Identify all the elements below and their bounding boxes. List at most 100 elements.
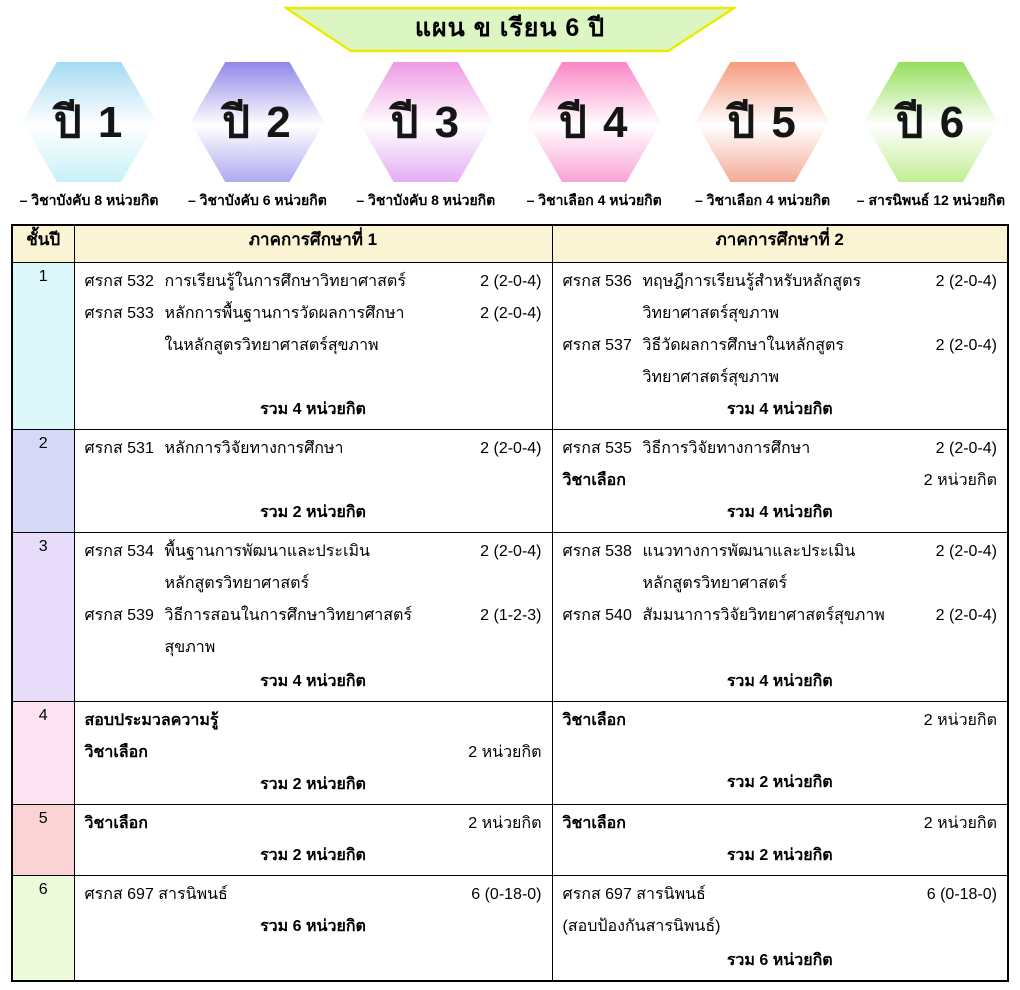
course-credit: 2 (2-0-4) xyxy=(480,439,542,457)
course-title: วิทยาศาสตร์สุขภาพ xyxy=(642,368,780,386)
semester-cell: ศรกส 535 วิธีการวิจัยทางการศึกษา 2 (2-0-4)… xyxy=(551,428,1009,533)
course-title: หลักการพื้นฐานการวัดผลการศึกษา xyxy=(164,304,405,322)
course-code: ศรกส 536 xyxy=(562,272,632,290)
course-line: วิชาเลือก 2 หน่วยกิต xyxy=(563,808,998,840)
course-code xyxy=(85,330,165,362)
year-caption: – วิชาบังคับ 8 หน่วยกิต xyxy=(19,192,159,208)
semester-cell: วิชาเลือก 2 หน่วยกิตรวม 2 หน่วยกิต xyxy=(73,803,553,876)
course-title: สัมมนาการวิจัยวิทยาศาสตร์สุขภาพ xyxy=(642,606,885,624)
semester-cell: ศรกส 697 สารนิพนธ์ 6 (0-18-0) รวม 6 หน่วยก… xyxy=(73,874,553,981)
semester-cell: ศรกส 532 การเรียนรู้ในการศึกษาวิทยาศาสตร์… xyxy=(73,261,553,430)
semester-lines: ศรกส 531 หลักการวิจัยทางการศึกษา 2 (2-0-4)… xyxy=(85,433,542,529)
year-hexagon-label: ปี 1 xyxy=(53,98,125,147)
course-code xyxy=(563,298,643,330)
course-title: หลักสูตรวิทยาศาสตร์ xyxy=(642,574,788,592)
year-caption: – วิชาเลือก 4 หน่วยกิต xyxy=(694,192,831,208)
semester-lines: ศรกส 534 พื้นฐานการพัฒนาและประเมิน 2 (2-0-… xyxy=(85,536,542,698)
course-line: ศรกส 536 ทฤษฎีการเรียนรู้สำหรับหลักสูตร 2 … xyxy=(563,266,998,298)
year-column: ปี 3 – วิชาบังคับ 8 หน่วยกิต xyxy=(343,62,509,212)
year-hexagon-label: ปี 2 xyxy=(222,98,293,147)
course-credit: 2 หน่วยกิต xyxy=(468,814,542,832)
course-credit: 2 (2-0-4) xyxy=(480,542,542,560)
course-line: ในหลักสูตรวิทยาศาสตร์สุขภาพ xyxy=(85,330,542,362)
course-line: วิชาเลือก 2 หน่วยกิต xyxy=(563,465,998,497)
semester-cell: วิชาเลือก 2 หน่วยกิต รวม 2 หน่วยกิต xyxy=(551,700,1009,805)
course-code: ศรกส 538 xyxy=(562,542,632,560)
year-number-cell: 4 xyxy=(11,700,75,805)
course-credit: 2 หน่วยกิต xyxy=(923,814,997,832)
course-credit: 2 (2-0-4) xyxy=(480,304,542,322)
course-title: ศรกส 697 สารนิพนธ์ xyxy=(562,885,706,903)
semester-lines: วิชาเลือก 2 หน่วยกิต รวม 2 หน่วยกิต xyxy=(563,705,998,799)
course-line: ศรกส 534 พื้นฐานการพัฒนาและประเมิน 2 (2-0-… xyxy=(85,536,542,568)
course-line: ศรกส 697 สารนิพนธ์ 6 (0-18-0) xyxy=(563,879,998,911)
semester-lines: สอบประมวลความรู้วิชาเลือก 2 หน่วยกิตรวม 2… xyxy=(85,705,542,801)
course-line: วิชาเลือก 2 หน่วยกิต xyxy=(85,737,542,769)
course-title: ในหลักสูตรวิทยาศาสตร์สุขภาพ xyxy=(164,336,379,354)
course-code: ศรกส 534 xyxy=(84,542,154,560)
course-title: หลักสูตรวิทยาศาสตร์ xyxy=(164,574,310,592)
course-code: ศรกส 533 xyxy=(84,304,154,322)
year-column: ปี 5 – วิชาเลือก 4 หน่วยกิต xyxy=(680,62,846,212)
total-credits-line: รวม 2 หน่วยกิต xyxy=(260,775,366,793)
course-title: สอบประมวลความรู้ xyxy=(84,711,219,729)
course-title: วิชาเลือก xyxy=(562,711,626,729)
table-row: 1 ศรกส 532 การเรียนรู้ในการศึกษาวิทยาศาสตร… xyxy=(11,261,1009,430)
year-hexagon: ปี 3 xyxy=(358,62,493,182)
year-hexagons: ปี 1 – วิชาบังคับ 8 หน่วยกิต ปี 2 – วิชาบัง… xyxy=(0,54,1020,212)
year-number-cell: 5 xyxy=(11,803,75,876)
course-line: หลักสูตรวิทยาศาสตร์ xyxy=(85,568,542,600)
total-credits-line: รวม 4 หน่วยกิต xyxy=(726,503,833,521)
course-line: ศรกส 697 สารนิพนธ์ 6 (0-18-0) xyxy=(85,879,542,911)
course-line: ศรกส 531 หลักการวิจัยทางการศึกษา 2 (2-0-4) xyxy=(85,433,542,465)
semester-cell: วิชาเลือก 2 หน่วยกิตรวม 2 หน่วยกิต xyxy=(551,803,1009,876)
curriculum-table: ชั้นปี ภาคการศึกษาที่ 1 ภาคการศึกษาที่ 2… xyxy=(11,224,1009,982)
course-line: ศรกส 539 วิธีการสอนในการศึกษาวิทยาศาสตร์ 2… xyxy=(85,600,542,632)
semester-lines: วิชาเลือก 2 หน่วยกิตรวม 2 หน่วยกิต xyxy=(563,808,998,872)
total-credits-line: รวม 4 หน่วยกิต xyxy=(726,400,833,418)
course-code: ศรกส 531 xyxy=(84,439,154,457)
course-title: (สอบป้องกันสารนิพนธ์) xyxy=(562,917,721,935)
course-line: วิทยาศาสตร์สุขภาพ xyxy=(563,362,998,394)
year-column: ปี 1 – วิชาบังคับ 8 หน่วยกิต xyxy=(6,62,172,212)
table-row: 2 ศรกส 531 หลักการวิจัยทางการศึกษา 2 (2-0-4… xyxy=(11,428,1009,533)
year-number-cell: 2 xyxy=(11,428,75,533)
course-credit: 2 หน่วยกิต xyxy=(468,743,542,761)
course-credit: 2 (2-0-4) xyxy=(935,272,997,290)
course-credit: 2 หน่วยกิต xyxy=(923,471,997,489)
total-credits-line: รวม 2 หน่วยกิต xyxy=(726,846,833,864)
semester-cell: ศรกส 538 แนวทางการพัฒนาและประเมิน 2 (2-0-4… xyxy=(551,531,1009,702)
total-credits-line: รวม 2 หน่วยกิต xyxy=(260,503,366,521)
year-hexagon: ปี 1 xyxy=(22,62,156,182)
year-caption: – วิชาเลือก 4 หน่วยกิต xyxy=(526,192,662,208)
course-line: วิชาเลือก 2 หน่วยกิต xyxy=(563,705,998,737)
course-line: ศรกส 538 แนวทางการพัฒนาและประเมิน 2 (2-0-4… xyxy=(563,536,998,568)
course-credit: 2 (2-0-4) xyxy=(935,439,997,457)
year-hexagon: ปี 6 xyxy=(863,62,998,182)
course-title: วิชาเลือก xyxy=(84,814,148,832)
course-credit: 2 (1-2-3) xyxy=(480,606,542,624)
semester-lines: ศรกส 532 การเรียนรู้ในการศึกษาวิทยาศาสตร์… xyxy=(85,266,542,426)
semester-lines: วิชาเลือก 2 หน่วยกิตรวม 2 หน่วยกิต xyxy=(85,808,542,872)
course-line: วิทยาศาสตร์สุขภาพ xyxy=(563,298,998,330)
course-credit: 2 (2-0-4) xyxy=(480,272,542,290)
course-code xyxy=(85,632,165,664)
year-number-cell: 6 xyxy=(11,874,75,981)
course-line: ศรกส 532 การเรียนรู้ในการศึกษาวิทยาศาสตร์… xyxy=(85,266,542,298)
course-code: ศรกส 537 xyxy=(562,336,632,354)
course-credit: 2 (2-0-4) xyxy=(935,542,997,560)
course-line: หลักสูตรวิทยาศาสตร์ xyxy=(563,568,998,600)
semester-cell: ศรกส 697 สารนิพนธ์ 6 (0-18-0) (สอบป้องกันส… xyxy=(551,874,1009,981)
total-credits-line: รวม 4 หน่วยกิต xyxy=(260,672,366,690)
course-title: พื้นฐานการพัฒนาและประเมิน xyxy=(164,542,370,560)
year-number-cell: 3 xyxy=(11,531,75,702)
total-credits-line: รวม 2 หน่วยกิต xyxy=(260,846,366,864)
course-code xyxy=(563,362,643,394)
year-hexagon: ปี 5 xyxy=(695,62,830,182)
semester-cell: ศรกส 536 ทฤษฎีการเรียนรู้สำหรับหลักสูตร 2 … xyxy=(551,261,1009,430)
course-line: ศรกส 533 หลักการพื้นฐานการวัดผลการศึกษา 2 … xyxy=(85,298,542,330)
year-column: ปี 2 – วิชาบังคับ 6 หน่วยกิต xyxy=(174,62,340,212)
total-credits-line: รวม 4 หน่วยกิต xyxy=(260,400,366,418)
semester-cell: ศรกส 534 พื้นฐานการพัฒนาและประเมิน 2 (2-0-… xyxy=(73,531,553,702)
course-title: หลักการวิจัยทางการศึกษา xyxy=(164,439,344,457)
